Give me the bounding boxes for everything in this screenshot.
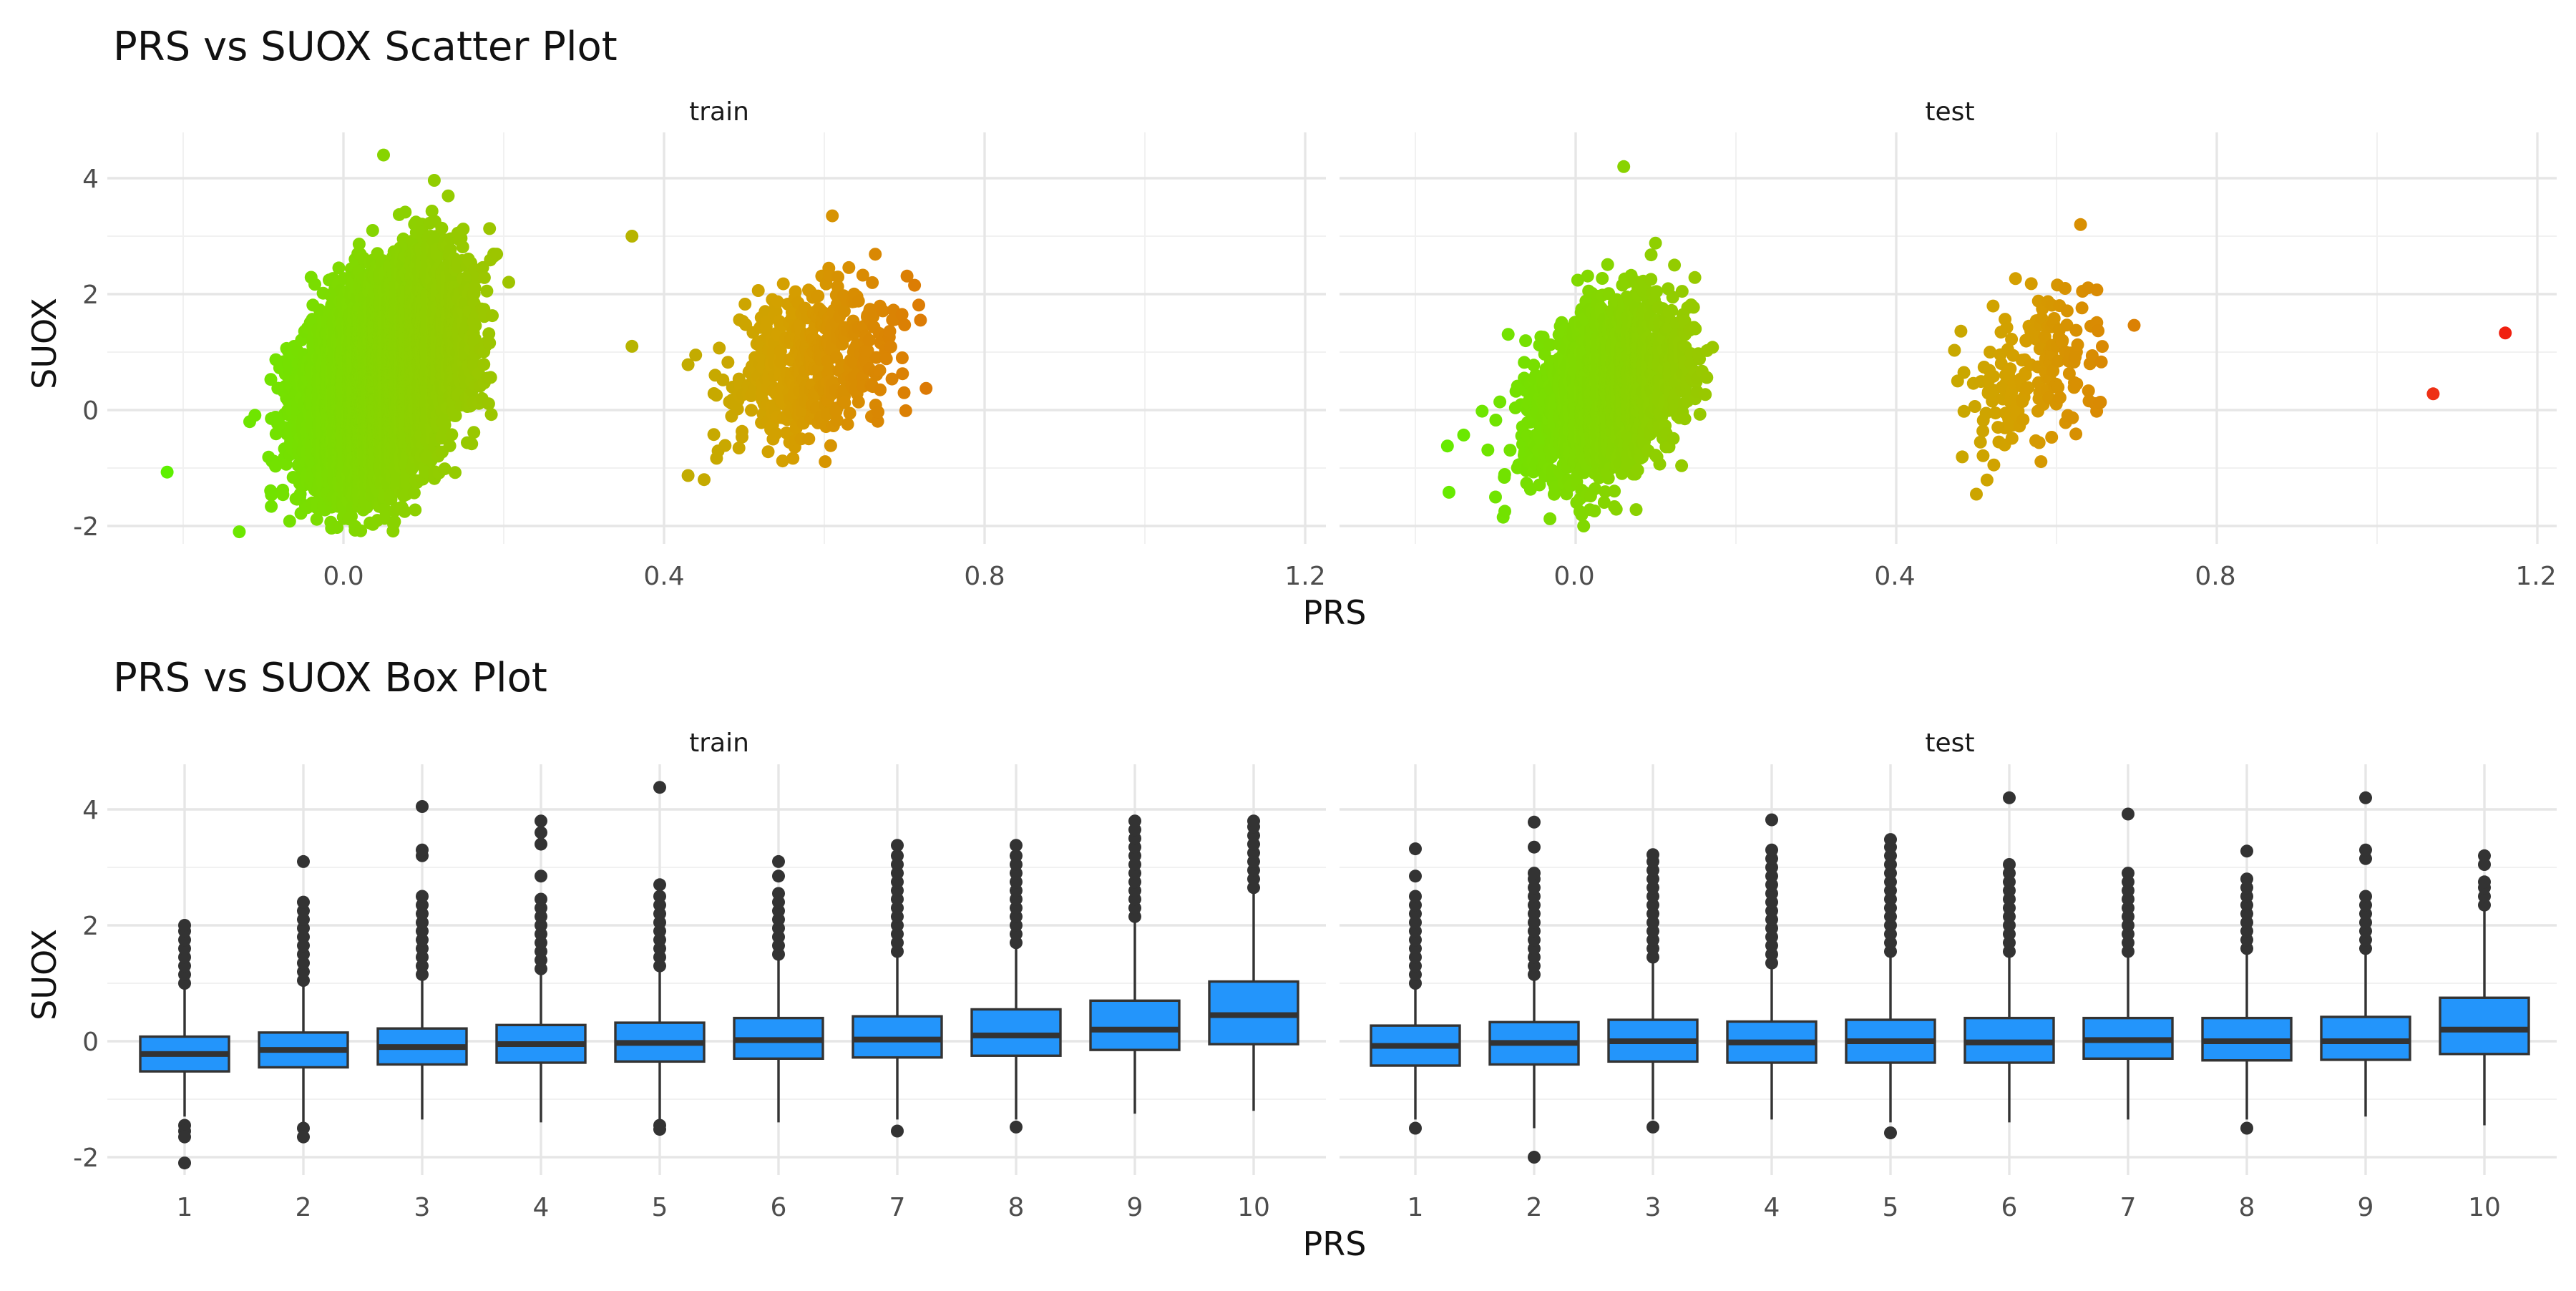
scatter-point [276,488,289,501]
scatter-train-panel: train [107,97,1326,544]
scatter-section: PRS vs SUOX Scatter Plot train test 4 2 … [25,24,2557,632]
scatter-point [366,224,379,237]
scatter-point [265,500,278,513]
scatter-train-points [161,149,933,539]
scatter-title: PRS vs SUOX Scatter Plot [113,24,618,70]
scatter-point [265,489,278,502]
scatter-point [283,515,296,527]
scatter-point [248,409,261,422]
